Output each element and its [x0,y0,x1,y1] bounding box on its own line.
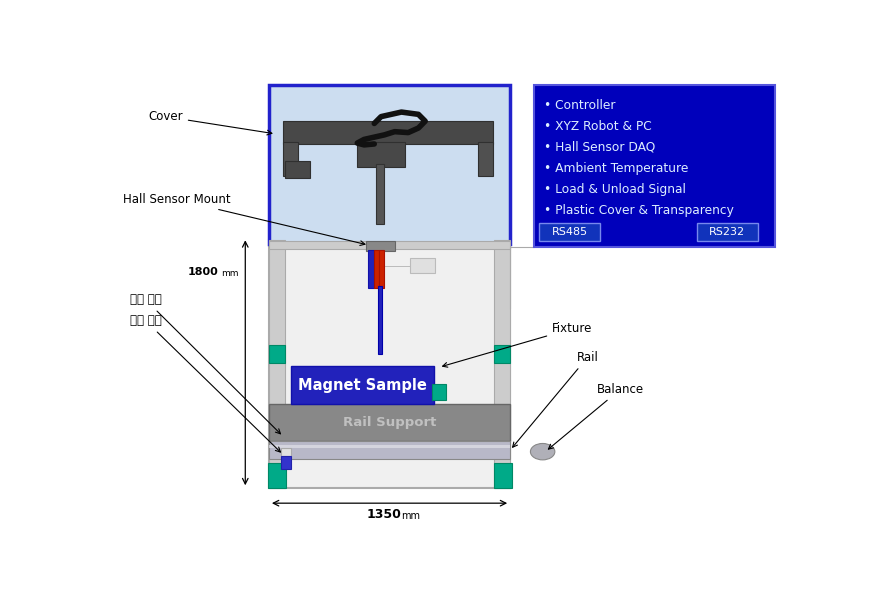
Bar [269,240,510,488]
Bar [285,161,310,178]
Bar [292,366,434,404]
Bar [366,241,394,251]
Bar [478,141,493,176]
Text: Rail Support: Rail Support [343,416,436,429]
Text: Fixture: Fixture [442,322,592,367]
Text: • Ambient Temperature: • Ambient Temperature [544,162,689,175]
Bar [269,240,510,249]
Bar [269,240,285,488]
Text: Cover: Cover [148,110,272,135]
Text: Balance: Balance [548,382,644,449]
Bar [269,346,285,363]
Bar [432,384,446,400]
Bar [376,165,385,224]
Circle shape [530,443,555,460]
Text: Hall Sensor Mount: Hall Sensor Mount [123,193,365,246]
Text: mm: mm [222,269,239,278]
Text: 1350: 1350 [367,507,402,520]
Text: • XYZ Robot & PC: • XYZ Robot & PC [544,120,652,133]
Text: • Controller: • Controller [544,99,616,112]
Bar [269,404,510,441]
Text: RS485: RS485 [552,227,588,237]
Bar [373,250,379,288]
Bar [269,445,510,449]
Text: RS232: RS232 [710,227,745,237]
Text: 위치 센서: 위치 센서 [130,314,280,452]
Bar [379,250,384,288]
Bar [410,258,435,272]
Bar [494,463,512,488]
Bar [283,121,493,144]
Bar [357,141,405,167]
Bar [533,85,774,246]
Bar [494,346,510,363]
Bar [283,141,298,176]
Text: 1800: 1800 [187,266,219,276]
Bar [281,448,291,456]
Bar [268,463,286,488]
Bar [368,250,373,288]
Text: • Load & Unload Signal: • Load & Unload Signal [544,184,686,197]
Text: • Plastic Cover & Transparency: • Plastic Cover & Transparency [544,204,734,217]
Text: Magnet Sample: Magnet Sample [299,378,427,392]
Text: 위치 수광: 위치 수광 [130,294,280,434]
Bar [696,223,758,241]
Bar [494,240,510,488]
Bar [269,441,510,459]
Bar [269,85,510,244]
Bar [540,223,600,241]
Bar [378,286,383,353]
Text: • Hall Sensor DAQ: • Hall Sensor DAQ [544,141,655,154]
Bar [281,456,291,468]
Text: Rail: Rail [512,351,598,447]
Text: mm: mm [401,511,420,522]
